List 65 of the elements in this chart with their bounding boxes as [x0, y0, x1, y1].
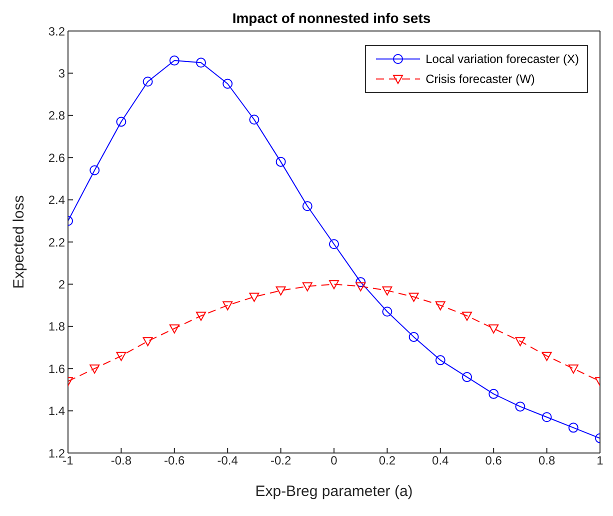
point [169, 56, 180, 66]
point [462, 312, 472, 321]
point [142, 76, 153, 87]
x-tick-label: -0.8 [110, 454, 132, 468]
point [169, 324, 180, 334]
point [568, 364, 578, 374]
point [382, 306, 392, 317]
point [90, 364, 100, 374]
point [302, 282, 312, 292]
chart-title: Impact of nonnested info sets [231, 10, 432, 26]
y-tick-label: 2 [58, 277, 66, 292]
point [116, 352, 126, 361]
x-tick-label: -1 [62, 454, 74, 468]
point [382, 286, 392, 296]
x-axis-title: Exp-Breg parameter (a) [255, 483, 413, 500]
y-tick-label: 1.4 [48, 404, 66, 418]
point [196, 312, 206, 321]
y-axis-title: Expected loss [10, 195, 28, 289]
point [329, 239, 339, 250]
y-tick-label: 3.2 [48, 24, 66, 38]
x-tick-label: 0.4 [432, 454, 450, 468]
point [356, 277, 366, 288]
point [302, 201, 312, 212]
x-tick-label: 0.2 [378, 454, 396, 468]
x-tick-label: 1 [596, 454, 604, 468]
y-tick-label: 2.2 [48, 235, 66, 250]
legend-label: Crisis forecaster (W) [426, 72, 535, 86]
point [435, 301, 446, 310]
y-tick-label: 1.6 [48, 362, 66, 376]
point [142, 337, 153, 346]
point [276, 156, 286, 167]
y-tick-label: 3 [58, 66, 66, 80]
x-tick-label: 0.6 [485, 454, 502, 468]
point [408, 292, 419, 302]
x-tick-label: -0.2 [270, 454, 292, 468]
point [568, 422, 578, 433]
x-tick-label: -0.6 [164, 454, 186, 468]
y-tick-label: 2.6 [48, 150, 66, 165]
x-tick-label: -0.4 [217, 454, 238, 468]
point [249, 114, 260, 125]
legend-label: Local variation forecaster (X) [426, 52, 579, 66]
point [488, 388, 499, 399]
point [488, 324, 499, 334]
x-tick-label: 0 [330, 454, 338, 468]
point [329, 280, 339, 290]
point [408, 332, 419, 342]
point [356, 282, 366, 292]
point [515, 337, 526, 346]
point [542, 352, 552, 361]
point [515, 402, 526, 412]
point [276, 286, 286, 296]
y-tick-label: 1.8 [48, 320, 66, 334]
y-tick-label: 1.2 [48, 446, 66, 460]
point [435, 355, 446, 366]
point [222, 78, 233, 89]
point [90, 165, 100, 176]
point [542, 412, 552, 422]
point [222, 301, 233, 310]
y-tick-label: 2.4 [48, 193, 66, 208]
y-tick-label: 2.8 [48, 108, 66, 123]
x-tick-label: 0.8 [538, 454, 556, 468]
point [196, 58, 206, 68]
point [462, 372, 472, 382]
point [116, 116, 126, 127]
point [249, 292, 260, 302]
